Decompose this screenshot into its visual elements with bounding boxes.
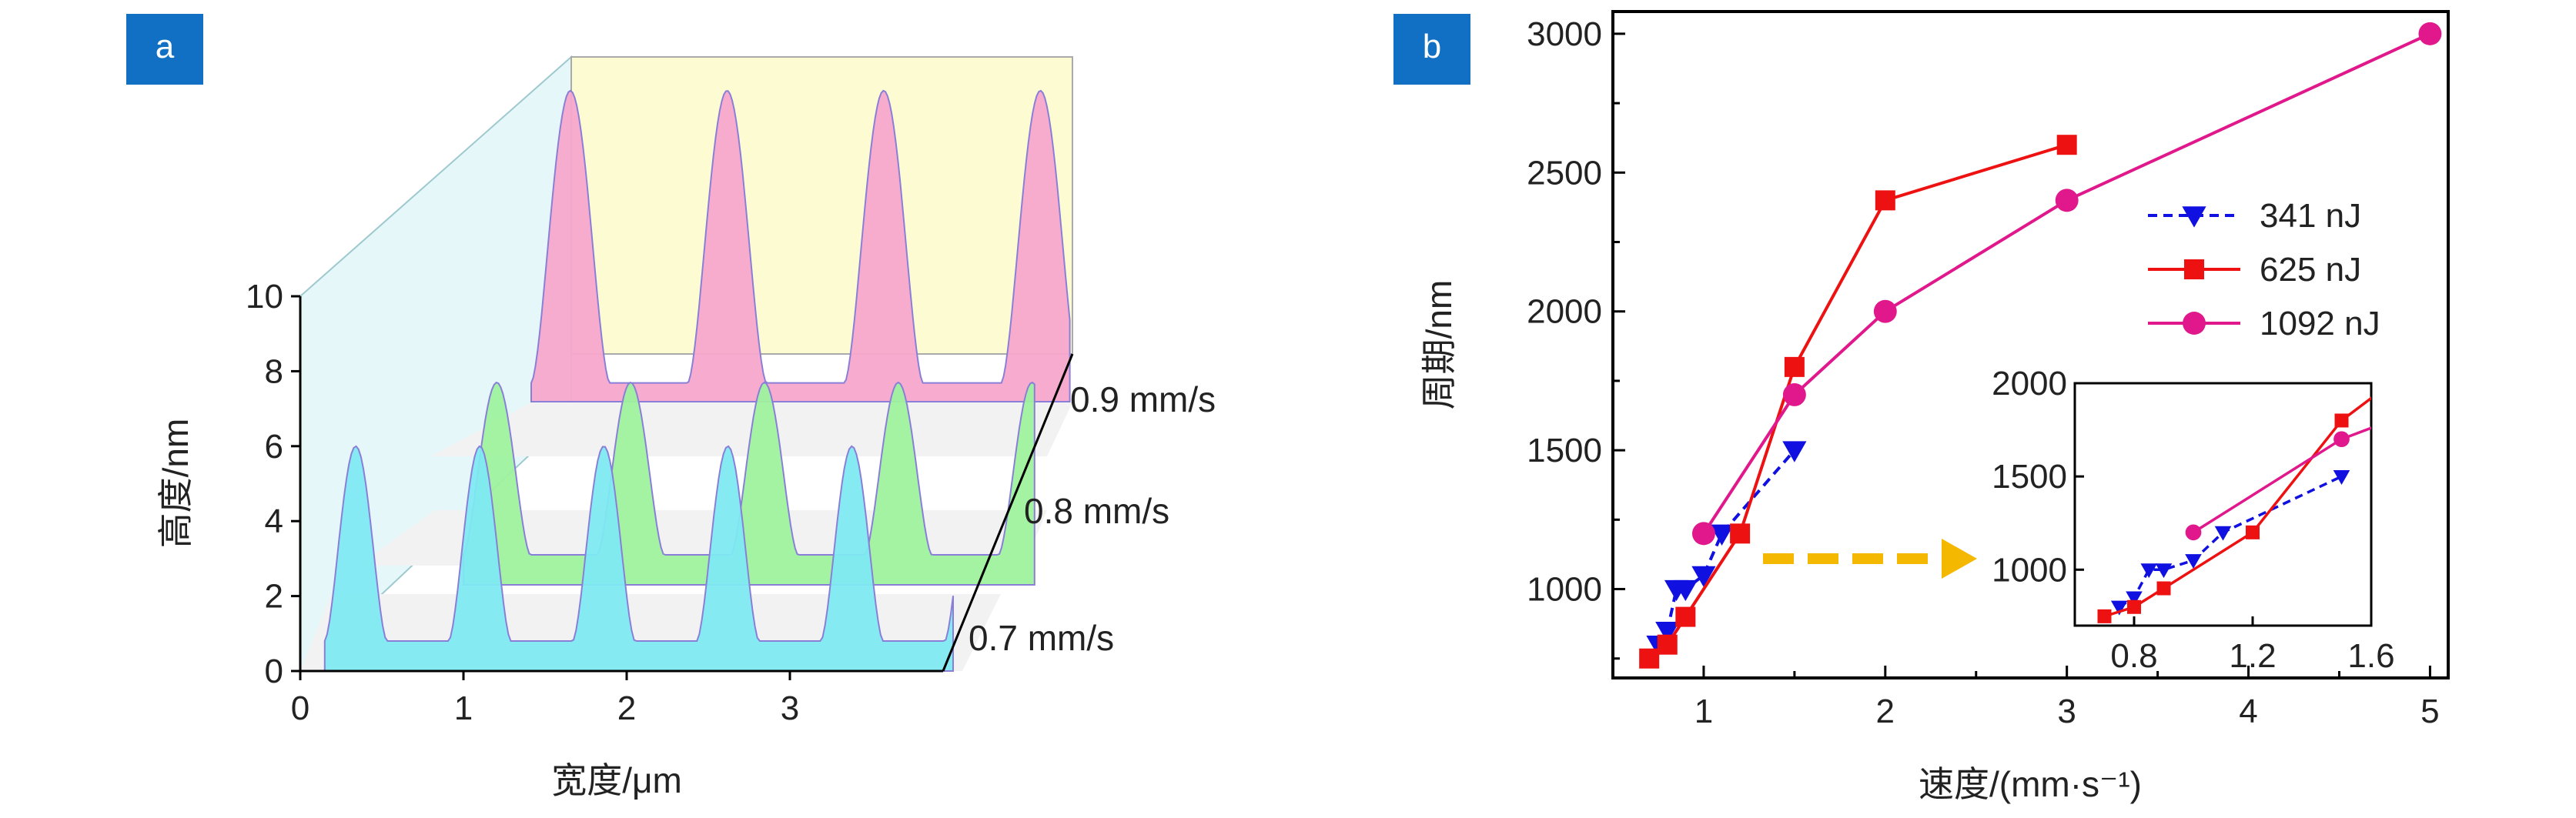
a-x-tick-label: 0 [291, 689, 309, 727]
legend-marker-625-nJ [2184, 259, 2204, 279]
series-line-1092-nJ [2193, 426, 2371, 534]
b-y-tick-label: 3000 [1527, 15, 1602, 53]
data-point-625-nJ [1657, 634, 1678, 655]
data-point-625-nJ [2097, 609, 2112, 623]
legend: 341 nJ 625 nJ 1092 nJ [2148, 197, 2380, 342]
data-point-341-nJ [1782, 441, 1807, 462]
data-point-341-nJ [2155, 563, 2173, 579]
b-x-tick-label: 3 [2057, 693, 2076, 730]
data-point-1092-nJ [1873, 299, 1897, 323]
b-x-tick-label: 1 [1694, 693, 1713, 730]
speed-label-08: 0.8 mm/s [1024, 491, 1169, 531]
data-point-341-nJ [2126, 591, 2143, 606]
b-y-tick-label: 2500 [1527, 154, 1602, 192]
inset-y-tick-label: 2000 [1992, 365, 2067, 402]
panel-a-y-label: 高度/nm [156, 419, 196, 549]
a-y-tick-label: 6 [265, 428, 283, 466]
depth-axis-line [942, 353, 1074, 672]
b-y-tick-label: 2000 [1527, 293, 1602, 331]
data-point-625-nJ [1639, 648, 1660, 669]
legend-label-625-nJ: 625 nJ [2260, 251, 2361, 289]
data-point-341-nJ [1709, 524, 1735, 546]
data-point-625-nJ [1784, 356, 1805, 377]
inset-x-tick-label: 1.2 [2229, 637, 2276, 675]
a-y-tick-label: 2 [265, 578, 283, 616]
wave-area-09 [530, 89, 1071, 402]
data-point-341-nJ [1673, 579, 1698, 602]
panel-a-badge-label: a [156, 28, 175, 65]
panel-b: b 1000 1500 2000 2500 3000 1 2 3 4 5 341 nJ 625 nJ… [1393, 10, 2450, 804]
legend-label-341-nJ: 341 nJ [2260, 197, 2361, 235]
data-point-1092-nJ [2418, 22, 2442, 45]
data-point-625-nJ [1730, 523, 1751, 544]
inset-y-tick-label: 1000 [1992, 551, 2067, 589]
panel-b-y-label: 周期/nm [1419, 280, 1459, 410]
a-y-tick-label: 8 [265, 352, 283, 390]
data-point-625-nJ [2156, 581, 2171, 596]
data-point-1092-nJ [2185, 524, 2202, 541]
b-x-tick-label: 2 [1876, 693, 1895, 730]
panel-a: a 0 2 4 6 8 10 0 1 2 3 高度/nm 宽度/μm 0.7 mm/s 0.8 … [126, 14, 1216, 800]
a-y-tick-label: 0 [265, 653, 283, 690]
legend-marker-341-nJ [2182, 206, 2206, 228]
wave-layers [323, 89, 1071, 672]
a-y-tick-label: 10 [246, 278, 283, 316]
frame-3d [299, 296, 1074, 673]
data-point-1092-nJ [2333, 431, 2350, 448]
b-y-tick-label: 1500 [1527, 432, 1602, 469]
wave-area-07 [323, 445, 954, 672]
panel-b-x-label: 速度/(mm·s⁻¹) [1919, 764, 2142, 804]
a-x-tick-label: 2 [617, 689, 636, 727]
data-point-341-nJ [1691, 566, 1716, 588]
data-point-341-nJ [2110, 600, 2128, 616]
inset-x-tick-label: 1.6 [2347, 637, 2394, 675]
data-point-341-nJ [2185, 554, 2202, 569]
plot-frame [1611, 10, 2450, 679]
back-wall [570, 56, 1073, 355]
data-point-1092-nJ [2055, 189, 2079, 212]
yellow-arrow-head [1942, 539, 1977, 579]
data-point-625-nJ [2334, 413, 2349, 428]
panel-a-x-label: 宽度/μm [551, 760, 682, 800]
a-x-tick-label: 1 [454, 689, 473, 727]
yellow-arrow [1763, 539, 1977, 579]
data-point-341-nJ [2333, 470, 2350, 485]
b-x-tick-label: 4 [2239, 693, 2257, 730]
panel-b-ticks: 1000 1500 2000 2500 3000 1 2 3 4 5 [1527, 15, 2440, 730]
data-point-625-nJ [1675, 606, 1696, 627]
data-point-625-nJ [2246, 525, 2260, 539]
inset-series [2097, 396, 2371, 623]
data-point-341-nJ [2140, 563, 2158, 579]
panel-a-x-ticks: 0 1 2 3 [291, 671, 799, 727]
panel-a-badge [126, 14, 203, 85]
a-y-tick-label: 4 [265, 502, 283, 540]
speed-label-09: 0.9 mm/s [1070, 379, 1216, 419]
speed-label-07: 0.7 mm/s [969, 618, 1114, 658]
inset: 1000 1500 2000 0.8 1.2 1.6 [1992, 365, 2394, 675]
b-y-tick-label: 1000 [1527, 571, 1602, 609]
legend-label-1092-nJ: 1092 nJ [2260, 305, 2380, 342]
panel-b-badge-label: b [1423, 28, 1441, 65]
inset-x-tick-label: 0.8 [2110, 637, 2157, 675]
panel-b-series [1639, 22, 2442, 669]
data-point-1092-nJ [1782, 383, 1806, 406]
legend-marker-1092-nJ [2183, 312, 2206, 335]
data-point-625-nJ [2127, 599, 2141, 614]
inset-ticks: 1000 1500 2000 0.8 1.2 1.6 [1992, 365, 2394, 675]
panel-a-y-ticks: 0 2 4 6 8 10 [246, 278, 300, 690]
data-point-1092-nJ [1691, 522, 1715, 546]
data-point-625-nJ [2056, 135, 2077, 155]
panel-b-badge [1393, 14, 1470, 85]
data-point-625-nJ [1875, 190, 1895, 211]
inset-y-tick-label: 1500 [1992, 458, 2067, 496]
data-point-341-nJ [1655, 621, 1680, 643]
inset-frame [2073, 382, 2373, 627]
b-x-tick-label: 5 [2420, 693, 2439, 730]
a-x-tick-label: 3 [781, 689, 799, 727]
data-point-341-nJ [2214, 526, 2232, 541]
